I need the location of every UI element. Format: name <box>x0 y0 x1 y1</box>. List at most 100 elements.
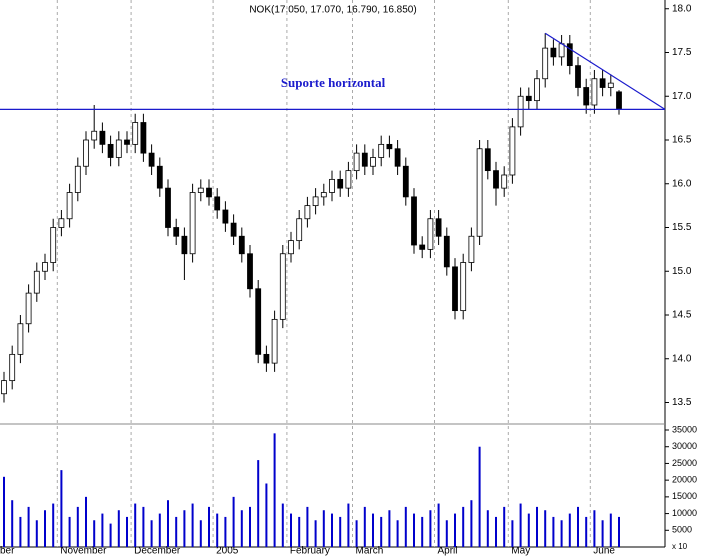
volume-bar <box>413 513 415 547</box>
candle-body <box>165 187 171 228</box>
volume-bar <box>306 506 309 547</box>
candle-body <box>230 222 237 237</box>
chart-title: NOK(17.050, 17.070, 16.790, 16.850) <box>249 5 416 16</box>
volume-bar <box>339 516 342 547</box>
volume-bar <box>568 513 571 547</box>
volume-tick-label: 20000 <box>672 475 697 485</box>
candle-body <box>124 139 130 145</box>
candle-body <box>148 152 155 167</box>
candle-body <box>575 65 581 88</box>
candle-body <box>99 130 106 145</box>
volume-bar <box>68 516 71 547</box>
candle-body <box>1 380 7 395</box>
y-tick-label: 15.0 <box>672 266 692 277</box>
candle-body <box>493 170 499 189</box>
candle-body <box>9 353 16 382</box>
volume-bar <box>109 523 112 547</box>
volume-bar <box>593 510 596 547</box>
candle-body <box>435 218 442 237</box>
candle-body <box>115 139 122 158</box>
candle-body <box>484 148 491 172</box>
candle-body <box>222 209 229 224</box>
volume-bar <box>150 520 153 547</box>
candle-body <box>312 196 319 207</box>
volume-bar <box>191 503 194 547</box>
trendline <box>544 32 666 110</box>
candle-body <box>66 192 73 220</box>
candle-body <box>25 292 32 325</box>
candle-body <box>206 187 212 198</box>
candle-body <box>460 262 467 312</box>
volume-bar <box>544 510 547 547</box>
candle-body <box>156 165 163 189</box>
volume-bar <box>19 516 22 547</box>
candle-body <box>591 78 598 106</box>
y-tick-label: 17.5 <box>672 47 692 58</box>
volume-bar <box>3 476 5 547</box>
volume-bar <box>224 516 227 547</box>
candle-body <box>558 43 565 58</box>
candle-body <box>140 122 147 154</box>
candle-body <box>296 218 303 242</box>
volume-bar <box>27 506 30 547</box>
candle-body <box>329 178 335 193</box>
y-tick-label: 18.0 <box>672 3 692 14</box>
volume-tick-label: 15000 <box>672 491 697 501</box>
volume-bar <box>560 520 563 547</box>
y-tick-label: 16.0 <box>672 178 692 189</box>
volume-unit: x 10 <box>672 542 688 551</box>
volume-bar <box>396 520 399 547</box>
volume-bar <box>536 506 538 547</box>
volume-bar <box>585 516 588 547</box>
volume-bar <box>372 513 374 547</box>
candle-body <box>599 78 606 88</box>
candle-body <box>378 143 385 158</box>
candle-body <box>42 262 48 272</box>
y-tick-label: 15.5 <box>672 222 692 233</box>
candle-body <box>370 157 376 167</box>
x-tick-label: April <box>438 546 458 556</box>
volume-bar <box>117 510 120 547</box>
candle-body <box>345 170 352 189</box>
volume-bar <box>380 516 383 547</box>
volume-bar <box>511 520 514 547</box>
volume-bar <box>273 433 276 547</box>
volume-tick-label: 5000 <box>672 525 692 535</box>
volume-bar <box>429 510 432 547</box>
volume-bar <box>52 503 55 547</box>
volume-bar <box>216 513 219 547</box>
candle-body <box>353 152 360 172</box>
volume-bar <box>577 506 579 547</box>
volume-bar <box>454 513 456 547</box>
candle-body <box>386 143 393 150</box>
x-tick-label: December <box>134 546 181 556</box>
candle-body <box>542 47 549 80</box>
volume-tick-label: 10000 <box>672 508 697 518</box>
candle-body <box>271 318 278 364</box>
volume-bar <box>527 513 530 547</box>
volume-bar <box>183 510 186 547</box>
candle-body <box>50 227 57 263</box>
volume-bar <box>134 503 137 547</box>
candle-body <box>33 270 40 294</box>
x-tick-label: ber <box>0 546 15 556</box>
volume-bar <box>101 513 104 547</box>
candle-body <box>566 43 573 67</box>
candle-body <box>74 165 81 193</box>
volume-bar <box>93 520 96 547</box>
candle-body <box>394 148 401 167</box>
annotation: Suporte horizontal <box>281 75 386 90</box>
volume-bar <box>35 520 38 547</box>
y-tick-label: 14.5 <box>672 310 692 321</box>
candle-body <box>17 323 24 355</box>
volume-bar <box>290 513 292 547</box>
candle-body <box>517 95 524 128</box>
volume-bar <box>281 503 284 547</box>
volume-bar <box>618 516 620 547</box>
candle-body <box>279 253 286 320</box>
volume-bar <box>76 506 79 547</box>
volume-bar <box>421 516 424 547</box>
candle-body <box>173 227 180 237</box>
volume-bar <box>355 520 358 547</box>
